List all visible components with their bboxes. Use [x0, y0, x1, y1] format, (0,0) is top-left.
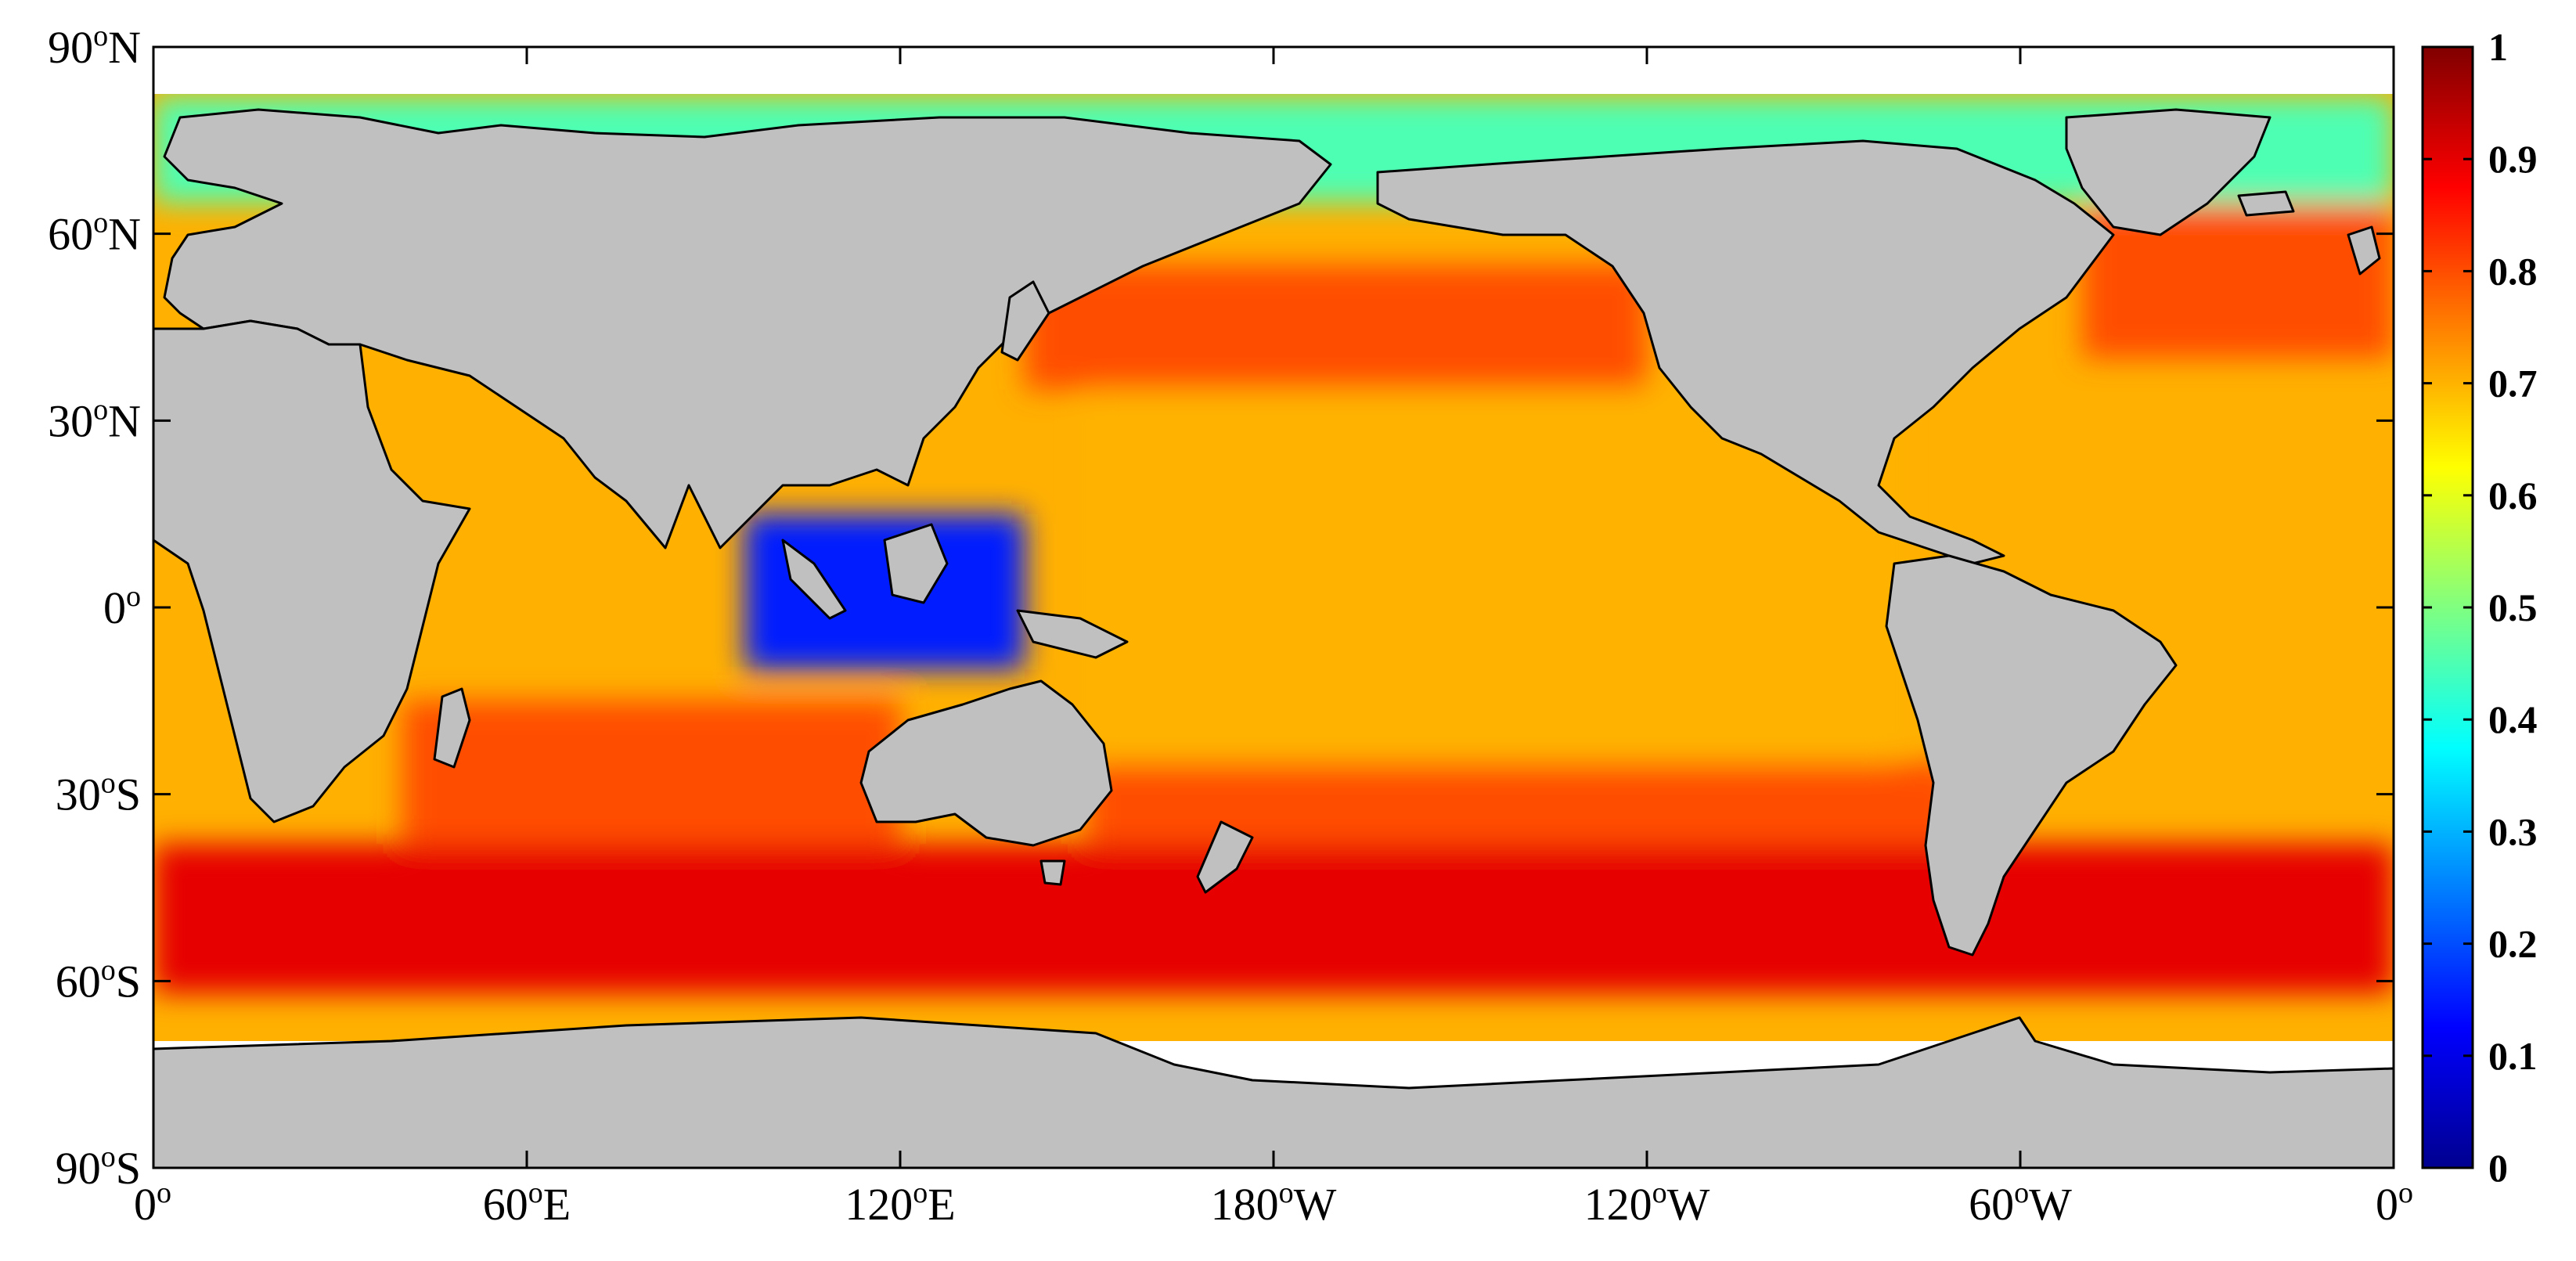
y-tick-label: 30oN: [48, 393, 141, 446]
land-eurasia: [163, 108, 1332, 549]
colorbar-tick-label: 0.9: [2488, 137, 2538, 181]
x-tick-label: 60oE: [483, 1176, 571, 1230]
x-axis: 0o 60oE 120oE 180oW 120oW 60oW 0o: [134, 47, 2413, 1230]
field-region-3: [1025, 265, 1647, 390]
land-south-america: [1885, 554, 2178, 957]
land-japan: [1000, 280, 1050, 362]
x-tick-label: 180oW: [1211, 1176, 1337, 1230]
colorbar: 0 0.1 0.2 0.3 0.4 0.5 0.6 0.7 0.8 0.9 1: [2421, 25, 2538, 1190]
colorbar-ticks: 0 0.1 0.2 0.3 0.4 0.5 0.6 0.7 0.8 0.9 1: [2423, 25, 2538, 1190]
colorbar-tick-label: 0.5: [2488, 585, 2538, 629]
field-region-0: [153, 844, 2394, 994]
y-axis: 90oN 60oN 30oN 0o 30oS 60oS 90oS: [48, 20, 2394, 1194]
land-uk: [2347, 225, 2381, 276]
y-tick-label: 60oS: [56, 953, 141, 1007]
y-tick-label: 90oS: [56, 1140, 141, 1194]
colorbar-tick-label: 0: [2488, 1146, 2508, 1190]
land-tasmania: [1039, 859, 1066, 886]
y-tick-label: 60oN: [48, 207, 141, 260]
y-tick-label: 90oN: [48, 20, 141, 73]
land-iceland: [2237, 190, 2295, 217]
land-new-zealand: [1196, 820, 1254, 894]
colorbar-tick-label: 0.2: [2488, 922, 2538, 966]
x-tick-label: 0o: [134, 1176, 171, 1230]
land-borneo: [883, 523, 949, 604]
land-layer: [153, 108, 2394, 1168]
land-africa: [153, 319, 471, 823]
colorbar-tick-label: 0.1: [2488, 1034, 2538, 1078]
field-region-1: [402, 701, 900, 845]
x-tick-label: 60oW: [1969, 1176, 2072, 1230]
land-greenland: [2065, 108, 2272, 236]
land-antarctica: [153, 1016, 2394, 1168]
colorbar-tick-label: 0.8: [2488, 249, 2538, 293]
colorbar-tick-label: 0.4: [2488, 697, 2538, 741]
y-tick-label: 0o: [103, 580, 141, 633]
y-tick-label: 30oS: [56, 767, 141, 820]
land-north-america: [1376, 139, 2115, 565]
colorbar-tick-label: 0.3: [2488, 809, 2538, 853]
land-new-guinea: [1016, 609, 1129, 659]
colorbar-tick-label: 0.6: [2488, 474, 2538, 517]
land-australia: [859, 679, 1113, 847]
colorbar-tick-label: 1: [2488, 25, 2508, 69]
map-panel: [153, 47, 2394, 1168]
land-sumatra: [781, 539, 847, 620]
land-madagascar: [433, 687, 471, 769]
colorbar-tick-label: 0.7: [2488, 362, 2538, 405]
x-tick-label: 120oW: [1584, 1176, 1710, 1230]
field-region-6: [744, 513, 1025, 670]
x-tick-label: 120oE: [845, 1176, 955, 1230]
x-tick-label: 0o: [2376, 1176, 2413, 1230]
